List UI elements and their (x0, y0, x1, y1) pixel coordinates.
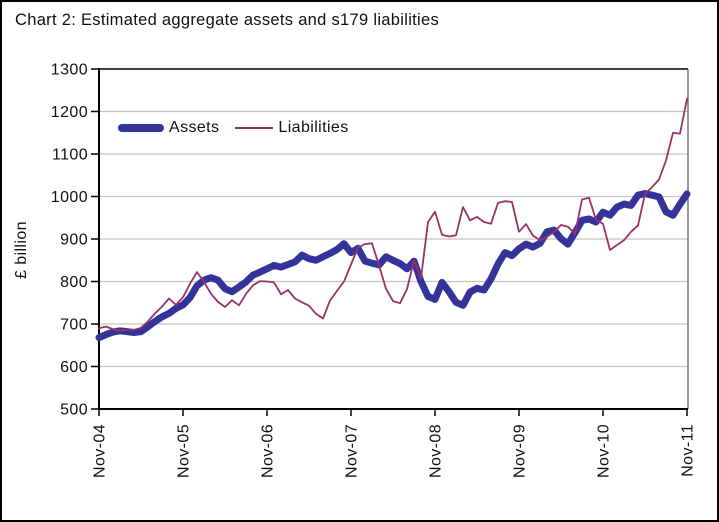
assets-line (95, 190, 691, 342)
legend-label-liabilities: Liabilities (278, 119, 349, 136)
assets-line-swatch (118, 124, 164, 132)
x-tick-label: Nov-07 (344, 424, 361, 478)
y-tick-label: 800 (60, 274, 88, 291)
chart-title: Chart 2: Estimated aggregate assets and … (15, 11, 440, 29)
liabilities-line-swatch (235, 127, 274, 129)
y-axis-title: £ billion (13, 221, 30, 279)
x-tick-label: Nov-10 (596, 424, 613, 478)
y-tick-label: 1200 (51, 104, 88, 121)
y-tick-label: 1300 (51, 62, 88, 79)
x-tick-label: Nov-04 (92, 424, 109, 478)
y-tick-label: 1100 (52, 147, 88, 164)
y-tick-label: 500 (60, 402, 88, 419)
x-tick-label: Nov-08 (428, 424, 445, 478)
y-tick-label: 600 (60, 359, 88, 376)
y-tick-label: 900 (60, 232, 88, 249)
legend-label-assets: Assets (169, 119, 220, 136)
x-tick-label: Nov-06 (260, 424, 277, 478)
x-tick-label: Nov-05 (176, 424, 193, 478)
x-tick-label: Nov-09 (512, 424, 529, 478)
y-tick-label: 700 (60, 317, 88, 334)
y-tick-label: 1000 (51, 189, 88, 206)
legend: Assets Liabilities (118, 119, 365, 137)
x-tick-label: Nov-11 (680, 424, 697, 477)
liabilities-line (98, 97, 688, 332)
